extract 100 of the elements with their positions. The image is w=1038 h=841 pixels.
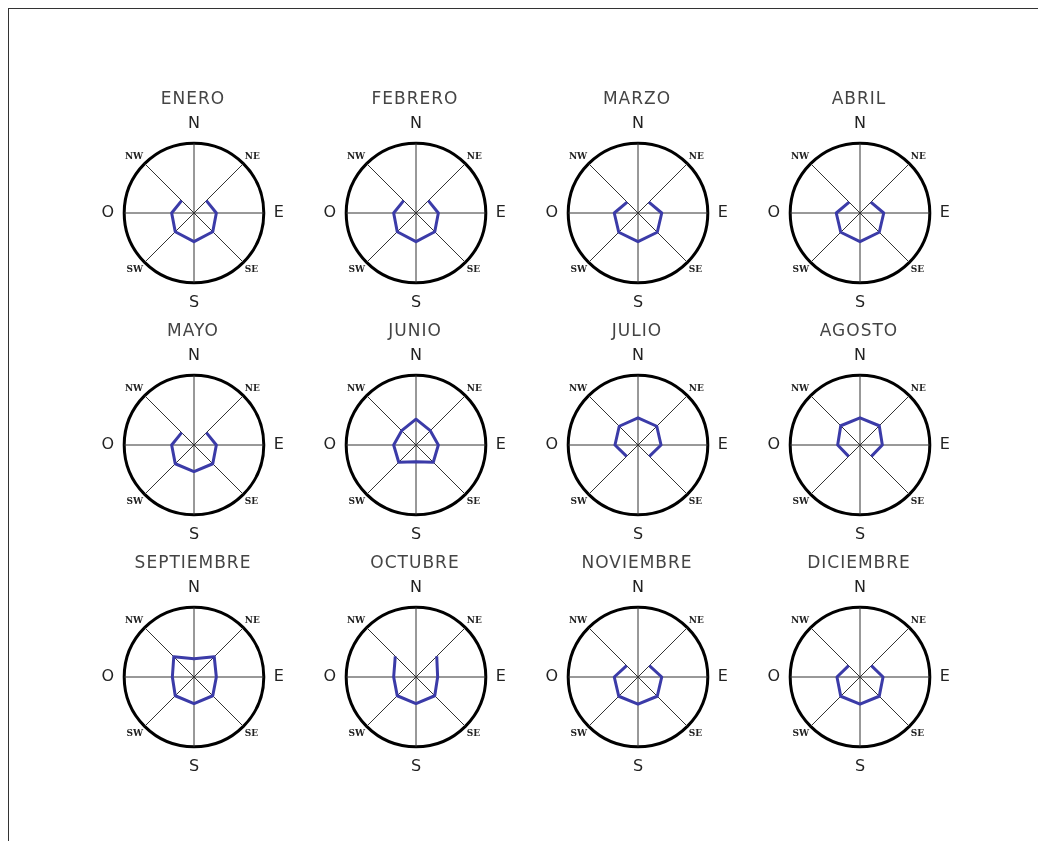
spoke-label: O bbox=[323, 434, 337, 454]
spoke-label: NE bbox=[244, 383, 260, 394]
spoke-label: E bbox=[273, 666, 284, 686]
chart-title: MAYO bbox=[166, 319, 220, 342]
spoke-label: N bbox=[632, 576, 644, 596]
spoke-label: SE bbox=[688, 263, 703, 274]
spoke-label: E bbox=[717, 666, 728, 686]
spoke-label: E bbox=[939, 434, 950, 454]
spoke-label: NE bbox=[466, 151, 482, 162]
spoke-label: SW bbox=[570, 495, 589, 506]
spoke-label: SW bbox=[348, 495, 367, 506]
chart-title: JULIO bbox=[610, 319, 664, 342]
spoke-label: S bbox=[188, 291, 200, 311]
spoke-label: O bbox=[101, 434, 115, 454]
spoke-label: E bbox=[495, 202, 506, 222]
spoke-label: SW bbox=[348, 263, 367, 274]
spoke-label: SE bbox=[466, 727, 481, 738]
spoke-label: NE bbox=[466, 383, 482, 394]
spoke-label: N bbox=[410, 576, 422, 596]
spoke-label: NE bbox=[688, 151, 704, 162]
spoke-label: N bbox=[410, 112, 422, 132]
spoke-label: E bbox=[717, 434, 728, 454]
spoke-label: E bbox=[273, 434, 284, 454]
spoke-label: NW bbox=[568, 615, 589, 626]
spoke-label: S bbox=[410, 755, 422, 775]
spoke-label: SW bbox=[792, 495, 811, 506]
spoke-label: SE bbox=[910, 263, 925, 274]
chart-title: SEPTIEMBRE bbox=[133, 551, 253, 574]
chart-title: ABRIL bbox=[830, 87, 888, 110]
spoke-label: NE bbox=[244, 151, 260, 162]
spoke-label: O bbox=[101, 666, 115, 686]
spoke-label: SW bbox=[792, 263, 811, 274]
spoke-label: SW bbox=[792, 727, 811, 738]
spoke-label: NW bbox=[568, 383, 589, 394]
spoke-label: N bbox=[632, 112, 644, 132]
spoke-label: S bbox=[410, 291, 422, 311]
spoke-label: E bbox=[939, 202, 950, 222]
spoke-label: O bbox=[767, 666, 781, 686]
spoke-label: N bbox=[632, 344, 644, 364]
spoke-label: N bbox=[854, 344, 866, 364]
chart-title: NOVIEMBRE bbox=[580, 551, 694, 574]
spoke-label: SE bbox=[466, 263, 481, 274]
spoke-label: O bbox=[545, 666, 559, 686]
spoke-label: E bbox=[495, 434, 506, 454]
spoke-label: S bbox=[188, 523, 200, 543]
spoke-label: S bbox=[188, 755, 200, 775]
spoke-label: SE bbox=[466, 495, 481, 506]
spoke-label: SE bbox=[688, 495, 703, 506]
spoke-label: NW bbox=[124, 151, 145, 162]
chart-title: MARZO bbox=[601, 87, 673, 110]
spoke-label: N bbox=[410, 344, 422, 364]
spoke-label: E bbox=[495, 666, 506, 686]
spoke-label: N bbox=[188, 112, 200, 132]
spoke-label: O bbox=[101, 202, 115, 222]
spoke-label: SW bbox=[126, 727, 145, 738]
chart-title: DICIEMBRE bbox=[806, 551, 912, 574]
spoke-label: SE bbox=[244, 263, 259, 274]
spoke-label: NW bbox=[790, 151, 811, 162]
chart-title: ENERO bbox=[159, 87, 227, 110]
spoke-label: NE bbox=[910, 615, 926, 626]
spoke-label: S bbox=[854, 291, 866, 311]
spoke-label: E bbox=[939, 666, 950, 686]
spoke-label: NE bbox=[688, 615, 704, 626]
spoke-label: NE bbox=[910, 151, 926, 162]
spoke-label: O bbox=[545, 202, 559, 222]
spoke-label: E bbox=[717, 202, 728, 222]
chart-title: JUNIO bbox=[386, 319, 443, 342]
spoke-label: SW bbox=[570, 727, 589, 738]
spoke-label: NE bbox=[466, 615, 482, 626]
spoke-label: S bbox=[632, 755, 644, 775]
spoke-label: S bbox=[632, 291, 644, 311]
spoke-label: NW bbox=[124, 615, 145, 626]
spoke-label: N bbox=[854, 112, 866, 132]
spoke-label: O bbox=[323, 666, 337, 686]
spoke-label: NE bbox=[244, 615, 260, 626]
spoke-label: SE bbox=[244, 495, 259, 506]
spoke-label: NW bbox=[346, 383, 367, 394]
spoke-label: NW bbox=[124, 383, 145, 394]
spoke-label: NW bbox=[568, 151, 589, 162]
spoke-label: N bbox=[854, 576, 866, 596]
spoke-label: SE bbox=[910, 727, 925, 738]
spoke-label: NW bbox=[346, 151, 367, 162]
spoke-label: O bbox=[545, 434, 559, 454]
spoke-label: NW bbox=[790, 615, 811, 626]
spoke-label: SW bbox=[126, 263, 145, 274]
spoke-label: S bbox=[632, 523, 644, 543]
spoke-label: SW bbox=[126, 495, 145, 506]
spoke-label: S bbox=[410, 523, 422, 543]
spoke-label: S bbox=[854, 755, 866, 775]
spoke-label: SW bbox=[570, 263, 589, 274]
spoke-label: NW bbox=[346, 615, 367, 626]
spoke-label: N bbox=[188, 344, 200, 364]
spoke-label: N bbox=[188, 576, 200, 596]
chart-title: AGOSTO bbox=[818, 319, 900, 342]
spoke-label: NW bbox=[790, 383, 811, 394]
spoke-label: O bbox=[767, 434, 781, 454]
spoke-label: SE bbox=[910, 495, 925, 506]
chart-title: OCTUBRE bbox=[369, 551, 461, 574]
spoke-label: SE bbox=[688, 727, 703, 738]
spoke-label: S bbox=[854, 523, 866, 543]
